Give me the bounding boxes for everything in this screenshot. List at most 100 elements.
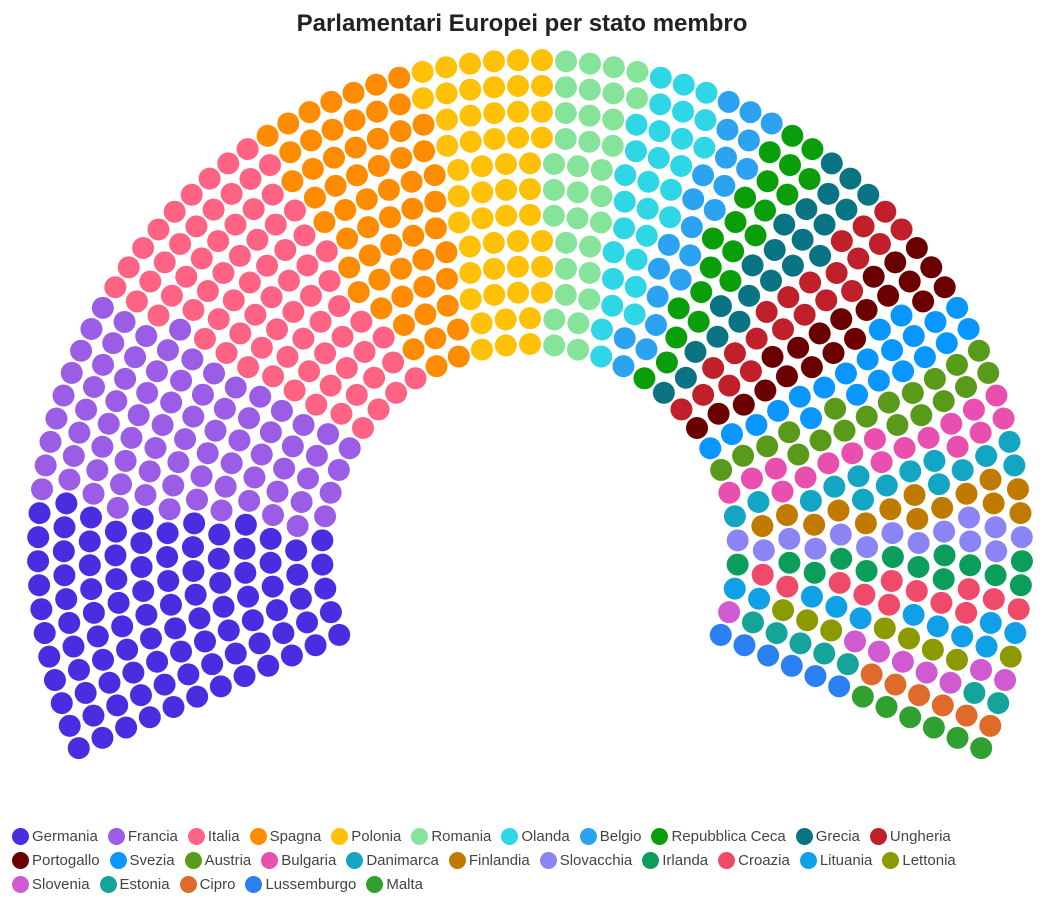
seat (136, 381, 159, 404)
seat (804, 537, 827, 560)
seat (68, 421, 91, 444)
legend-label: Olanda (521, 827, 570, 845)
seat (751, 563, 774, 586)
seat (78, 530, 101, 553)
seat (728, 310, 751, 333)
seat (706, 325, 729, 348)
seat (311, 529, 334, 552)
legend-label: Danimarca (366, 851, 439, 869)
seat (74, 681, 97, 704)
seat (58, 468, 81, 491)
seat (702, 356, 725, 379)
seat (401, 197, 424, 220)
seat (296, 611, 319, 634)
seat (248, 632, 271, 655)
legend-item: Italia (187, 826, 240, 846)
seat (530, 126, 553, 149)
legend-swatch (448, 851, 466, 869)
seat (716, 118, 739, 141)
seat (798, 167, 821, 190)
seat (138, 460, 161, 483)
seat (494, 334, 517, 357)
seat (482, 231, 505, 254)
legend-swatch (331, 827, 349, 845)
legend-swatch (539, 851, 557, 869)
legend-item: Germania (12, 826, 98, 846)
seat (238, 489, 261, 512)
seat (935, 332, 958, 355)
seat (933, 544, 956, 567)
legend-swatch (642, 851, 660, 869)
seat (175, 265, 198, 288)
seat (458, 235, 481, 258)
seat (156, 522, 179, 545)
seat (190, 465, 213, 488)
seat (613, 327, 636, 350)
seat (220, 182, 243, 205)
seat (196, 280, 219, 303)
seat (345, 164, 368, 187)
seat (160, 284, 183, 307)
seat (693, 136, 716, 159)
seat (649, 93, 672, 116)
seat (182, 559, 205, 582)
seat (324, 174, 347, 197)
seat (372, 326, 395, 349)
seat (892, 360, 915, 383)
seat (259, 527, 282, 550)
seat (130, 531, 153, 554)
seat (207, 308, 230, 331)
seat (519, 178, 541, 201)
seat (756, 435, 779, 458)
seat (726, 529, 749, 552)
seat (756, 170, 779, 193)
seat (939, 671, 962, 694)
seat (707, 402, 730, 425)
seat (645, 313, 668, 336)
seat (970, 737, 993, 760)
seat (531, 229, 554, 252)
seat (851, 685, 874, 708)
seat (854, 512, 877, 535)
seat (241, 609, 264, 632)
seat (820, 619, 843, 642)
seat (855, 405, 878, 428)
legend-label: Repubblica Ceca (671, 827, 786, 845)
seat (665, 326, 688, 349)
legend-item: Bulgaria (261, 850, 336, 870)
seat (717, 90, 740, 113)
seat (625, 248, 648, 271)
seat (412, 113, 435, 136)
seat (297, 467, 320, 490)
legend-swatch (869, 827, 887, 845)
seat (266, 480, 289, 503)
seat (27, 550, 50, 573)
seat (208, 523, 231, 546)
seat (471, 207, 494, 230)
seat (899, 460, 922, 483)
legend-label: Belgio (599, 827, 642, 845)
seat (657, 233, 680, 256)
legend-label: Grecia (815, 827, 860, 845)
seat (447, 185, 470, 208)
seat (856, 348, 879, 371)
seat (186, 685, 209, 708)
seat (1003, 454, 1026, 477)
seat (367, 398, 390, 421)
legend-label: Irlanda (662, 851, 709, 869)
seat (167, 451, 190, 474)
seat (244, 303, 267, 326)
seat (778, 551, 801, 574)
seat (336, 227, 359, 250)
seat (363, 366, 386, 389)
seat (181, 536, 204, 559)
seat (822, 341, 845, 364)
seat (578, 130, 601, 153)
legend-item: Lussemburgo (245, 874, 356, 894)
seat (314, 342, 337, 365)
seat (633, 367, 656, 390)
seat (844, 630, 867, 653)
seat (153, 673, 176, 696)
seat (699, 256, 722, 279)
seat (391, 285, 414, 308)
